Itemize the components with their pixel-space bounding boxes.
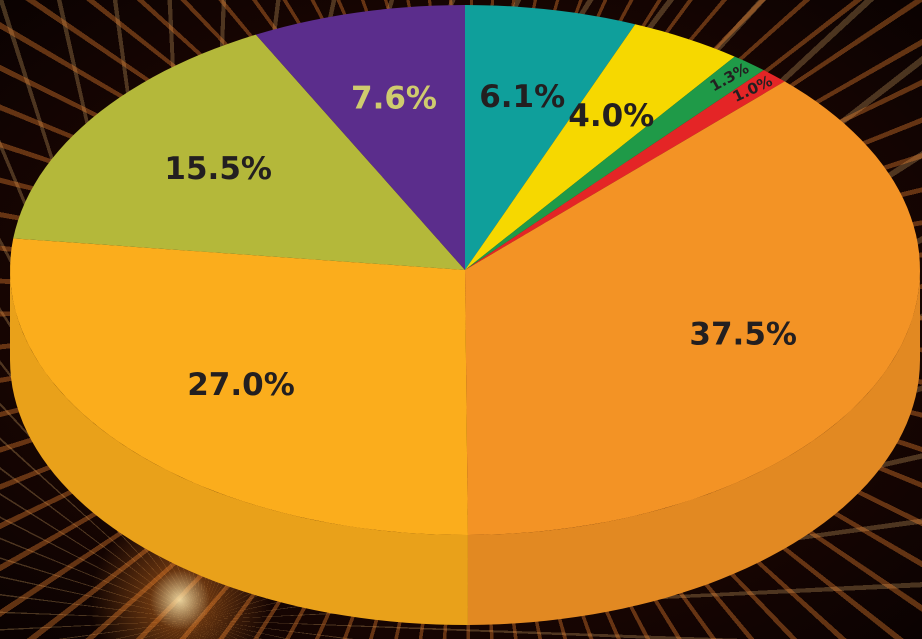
data-label: 27.0%	[187, 367, 295, 403]
data-label: 15.5%	[164, 151, 272, 187]
data-label: 7.6%	[351, 81, 437, 117]
data-label: 37.5%	[689, 316, 797, 352]
data-label: 6.1%	[479, 79, 565, 115]
chart: 6.1%4.0%1.3%1.0%37.5%27.0%15.5%7.6%	[0, 0, 922, 639]
screenshot: 6.1%4.0%1.3%1.0%37.5%27.0%15.5%7.6%	[0, 0, 922, 639]
data-label: 4.0%	[568, 98, 654, 134]
